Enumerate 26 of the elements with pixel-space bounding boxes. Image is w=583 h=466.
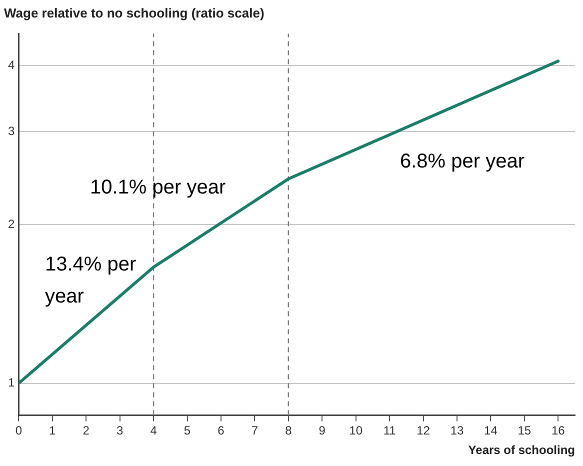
x-axis-title: Years of schooling [468, 443, 575, 458]
x-tick-label: 11 [383, 424, 396, 438]
x-tick-label: 0 [15, 424, 22, 438]
y-tick-label: 3 [8, 124, 15, 138]
annotation: 10.1% per year [90, 176, 226, 199]
x-tick-label: 16 [551, 424, 566, 438]
x-tick-label: 4 [150, 424, 158, 438]
x-tick-label: 2 [82, 424, 90, 438]
x-tick-label: 5 [184, 424, 191, 438]
x-tick-label: 8 [285, 424, 292, 438]
x-tick-label: 7 [251, 424, 258, 438]
annotation: 13.4% per year [45, 254, 137, 308]
x-tick-label: 6 [218, 424, 225, 438]
x-tick-label: 15 [518, 424, 532, 438]
y-tick-label: 1 [8, 376, 15, 390]
x-tick-label: 10 [349, 424, 363, 438]
x-tick-label: 1 [49, 424, 56, 438]
y-tick-label: 4 [8, 58, 15, 72]
x-tick-label: 9 [318, 424, 326, 438]
x-tick-label: 14 [484, 424, 498, 438]
annotation: 6.8% per year [400, 150, 525, 173]
chart-title: Wage relative to no schooling (ratio scale) [4, 5, 264, 20]
x-tick-label: 12 [416, 424, 430, 438]
y-tick-label: 2 [8, 216, 15, 231]
x-tick-label: 3 [116, 424, 124, 438]
x-tick-label: 13 [450, 424, 464, 438]
